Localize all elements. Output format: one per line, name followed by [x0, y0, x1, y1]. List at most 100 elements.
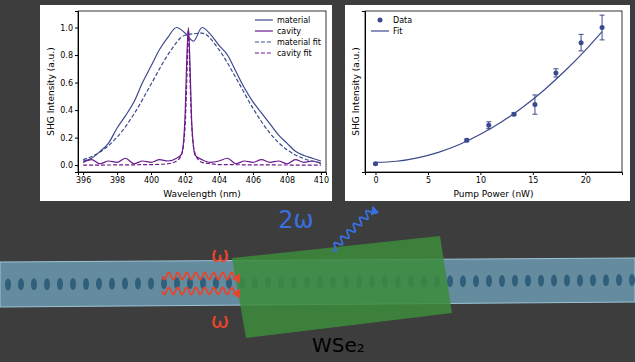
photonic-hole [148, 277, 154, 289]
legend-label: cavity fit [277, 49, 312, 58]
harmonic-label: 2ω [278, 206, 313, 234]
tick-mark [428, 172, 429, 175]
photonic-hole [96, 278, 102, 290]
tick-label: 1.0 [60, 24, 73, 33]
tick-label: 0.8 [60, 51, 73, 60]
photonic-hole [616, 274, 622, 286]
legend-swatch [255, 41, 273, 42]
tick-mark [585, 172, 586, 175]
tick: 1.0 [60, 24, 78, 33]
legend-entry: material [255, 16, 310, 25]
tick-mark [219, 172, 220, 175]
panel-background [345, 5, 630, 201]
pump-wave [162, 273, 238, 280]
legend-entry: material fit [255, 38, 321, 47]
tick: 10 [476, 172, 486, 185]
y-axis-title: SHG Intensity (a.u.) [351, 47, 361, 135]
legend-entry: Fit [371, 27, 402, 36]
tick-label: 20 [581, 176, 591, 185]
figure: 3963984004024044064084100.00.20.40.60.81… [0, 0, 635, 362]
tick: 0.4 [60, 106, 78, 115]
plot-area [373, 15, 605, 166]
photonic-hole [122, 278, 128, 290]
legend-swatch [255, 30, 273, 31]
data-point [579, 40, 584, 45]
photonic-hole [512, 275, 518, 287]
tick-mark [75, 55, 78, 56]
tick: 0.6 [60, 79, 78, 88]
pump-label: ω [211, 308, 229, 333]
axis-line [362, 12, 366, 173]
legend: DataFit [371, 16, 412, 36]
material-label: WSe₂ [312, 333, 365, 357]
tick-mark [533, 172, 534, 175]
photonic-hole [551, 275, 557, 287]
tick-label: 0 [373, 176, 378, 185]
tick-label: 5 [426, 176, 431, 185]
tick-label: 408 [280, 176, 295, 185]
tick-label: 402 [178, 176, 193, 185]
photonic-hole [525, 275, 531, 287]
y-axis: 0.0 0.2 0.4 0.6 0.8 1.0 [60, 12, 78, 173]
photonic-hole [564, 274, 570, 286]
legend-swatch [371, 30, 389, 31]
tick-label: 406 [246, 176, 261, 185]
photonic-hole [135, 278, 141, 290]
photonic-hole [460, 275, 466, 287]
axis-line [366, 173, 623, 176]
plot-frame [78, 11, 326, 172]
legend-entry: cavity fit [255, 49, 312, 58]
data-point [600, 25, 605, 30]
chart-panel: 05101520Pump Power (nW)SHG Intensity (a.… [345, 5, 630, 201]
tick-label: 404 [212, 176, 227, 185]
tick: 20 [581, 172, 591, 185]
tick-label: 400 [144, 176, 159, 185]
tick: 396 [76, 172, 91, 185]
tick: 400 [144, 172, 159, 185]
error-bar [600, 15, 605, 40]
tick: 404 [212, 172, 227, 185]
legend-swatch [378, 18, 383, 23]
background [0, 0, 635, 362]
photonic-hole [44, 278, 50, 290]
tick-mark [151, 172, 152, 175]
tick-mark [287, 172, 288, 175]
pump-wave [162, 288, 238, 295]
legend-label: material fit [277, 38, 321, 47]
tick: 0.2 [60, 134, 78, 143]
photonic-hole [590, 274, 596, 286]
pump-label: ω [211, 242, 229, 267]
tick-mark [375, 172, 376, 175]
x-axis-title: Pump Power (nW) [453, 189, 533, 199]
photonic-hole [18, 278, 24, 290]
legend-swatch [255, 19, 273, 20]
tick-mark [253, 172, 254, 175]
tick-mark [75, 83, 78, 84]
data-point [553, 70, 558, 75]
tick-label: 0.6 [60, 79, 73, 88]
tick-mark [75, 110, 78, 111]
photonic-hole [31, 278, 37, 290]
tick: 408 [280, 172, 295, 185]
tick-mark [185, 172, 186, 175]
tick-label: 0.2 [60, 134, 73, 143]
plot-area [83, 28, 321, 166]
panel-background [40, 5, 332, 201]
tick-label: 10 [476, 176, 486, 185]
tick-mark [75, 28, 78, 29]
legend-label: cavity [277, 27, 301, 36]
series-line [83, 33, 321, 163]
tick: 0.0 [60, 161, 78, 170]
legend-label: Fit [393, 27, 402, 36]
legend-label: material [277, 16, 310, 25]
photonic-hole [109, 278, 115, 290]
tick-label: 0.4 [60, 106, 73, 115]
tick-mark [480, 172, 481, 175]
error-bar [579, 34, 584, 51]
photonic-hole [629, 274, 635, 286]
chart-panel: 3963984004024044064084100.00.20.40.60.81… [40, 5, 332, 201]
tick-mark [75, 138, 78, 139]
photonic-hole [5, 278, 11, 290]
photonic-hole [499, 275, 505, 287]
x-axis: 396398400402404406408410 [76, 172, 329, 185]
